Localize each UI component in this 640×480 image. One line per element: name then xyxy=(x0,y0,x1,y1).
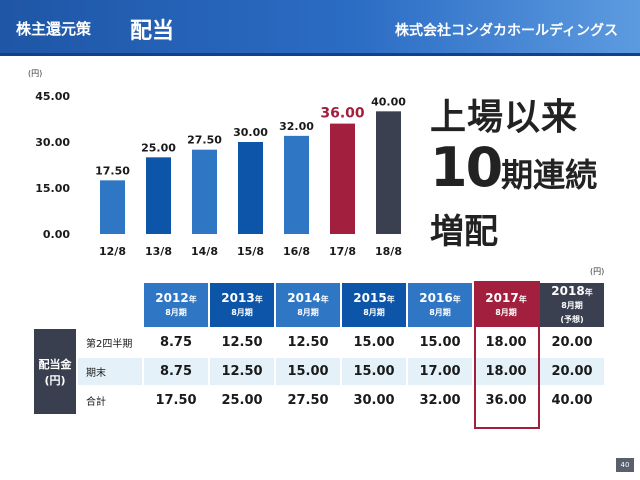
x-tick-label: 14/8 xyxy=(191,245,218,258)
x-tick-label: 12/8 xyxy=(99,245,126,258)
bar-value-label: 25.00 xyxy=(141,141,176,154)
header-bar: 株主還元策 配当 株式会社コシダカホールディングス xyxy=(0,0,640,56)
row-label: 合計 xyxy=(78,387,142,414)
table-cell: 8.75 xyxy=(144,329,208,356)
y-tick-label: 45.00 xyxy=(35,90,70,103)
page-title: 株主還元策 xyxy=(16,20,92,38)
table-cell: 32.00 xyxy=(408,387,472,414)
table-corner-2 xyxy=(78,283,142,327)
bar xyxy=(146,157,171,234)
row-label: 期末 xyxy=(78,358,142,385)
table-cell: 20.00 xyxy=(540,358,604,385)
x-tick-label: 13/8 xyxy=(145,245,172,258)
y-axis-unit: (円) xyxy=(28,69,42,78)
table-cell: 17.50 xyxy=(144,387,208,414)
dividend-table: 2012年 8月期 2013年 8月期 2014年 8月期 2015年 8月期 2016… xyxy=(32,281,606,416)
y-tick-label: 15.00 xyxy=(35,182,70,195)
col-header-2018: 2018年 8月期 (予想) xyxy=(540,283,604,327)
col-header-2015: 2015年 8月期 xyxy=(342,283,406,327)
col-header-2017: 2017年 8月期 xyxy=(474,283,538,327)
table-cell: 40.00 xyxy=(540,387,604,414)
x-tick-label: 18/8 xyxy=(375,245,402,258)
x-tick-label: 17/8 xyxy=(329,245,356,258)
bar xyxy=(192,149,217,234)
bar-value-label: 30.00 xyxy=(233,126,268,139)
page-number: 40 xyxy=(616,458,634,472)
bar-value-label: 40.00 xyxy=(371,95,406,108)
bar xyxy=(238,142,263,234)
col-header-2014: 2014年 8月期 xyxy=(276,283,340,327)
table-corner xyxy=(34,283,76,327)
company-name: 株式会社コシダカホールディングス xyxy=(394,23,618,39)
page-subtitle: 配当 xyxy=(130,19,175,44)
dividend-bar-chart: (円) 0.00 15.00 30.00 45.00 17.50 25.00 27.50 3… xyxy=(28,69,406,258)
table-cell: 15.00 xyxy=(276,358,340,385)
message-line3: 増配 xyxy=(430,212,498,252)
table-cell: 8.75 xyxy=(144,358,208,385)
row-label: 第2四半期 xyxy=(78,329,142,356)
col-header-2013: 2013年 8月期 xyxy=(210,283,274,327)
table-cell: 15.00 xyxy=(342,358,406,385)
bar-value-label: 36.00 xyxy=(320,106,365,122)
message-line1: 上場以来 xyxy=(430,97,579,138)
message-count: 10 xyxy=(430,136,503,199)
bar xyxy=(376,111,401,234)
row-group-label: 配当金 (円) xyxy=(34,329,76,414)
x-tick-label: 16/8 xyxy=(283,245,310,258)
table-cell: 25.00 xyxy=(210,387,274,414)
bar xyxy=(100,180,125,234)
table-unit: (円) xyxy=(590,267,605,276)
table-cell: 18.00 xyxy=(474,358,538,385)
message-line2: 10期連続 xyxy=(430,136,597,199)
bar-value-label: 27.50 xyxy=(187,134,222,147)
table-cell: 27.50 xyxy=(276,387,340,414)
col-header-2016: 2016年 8月期 xyxy=(408,283,472,327)
table-cell: 15.00 xyxy=(408,329,472,356)
bar xyxy=(330,123,355,234)
x-tick-label: 15/8 xyxy=(237,245,264,258)
message-line2-text: 期連続 xyxy=(501,156,598,194)
y-tick-label: 30.00 xyxy=(35,136,70,149)
table-cell: 30.00 xyxy=(342,387,406,414)
table-cell: 18.00 xyxy=(474,329,538,356)
col-header-2012: 2012年 8月期 xyxy=(144,283,208,327)
table-cell: 36.00 xyxy=(474,387,538,414)
y-tick-label: 0.00 xyxy=(43,228,70,241)
bar xyxy=(284,135,309,234)
table-cell: 17.00 xyxy=(408,358,472,385)
table-cell: 12.50 xyxy=(210,358,274,385)
header-rule xyxy=(0,53,640,56)
bar-value-label: 32.00 xyxy=(279,120,314,133)
table-cell: 12.50 xyxy=(276,329,340,356)
table-cell: 15.00 xyxy=(342,329,406,356)
table-cell: 12.50 xyxy=(210,329,274,356)
table-cell: 20.00 xyxy=(540,329,604,356)
bar-value-label: 17.50 xyxy=(95,164,130,177)
